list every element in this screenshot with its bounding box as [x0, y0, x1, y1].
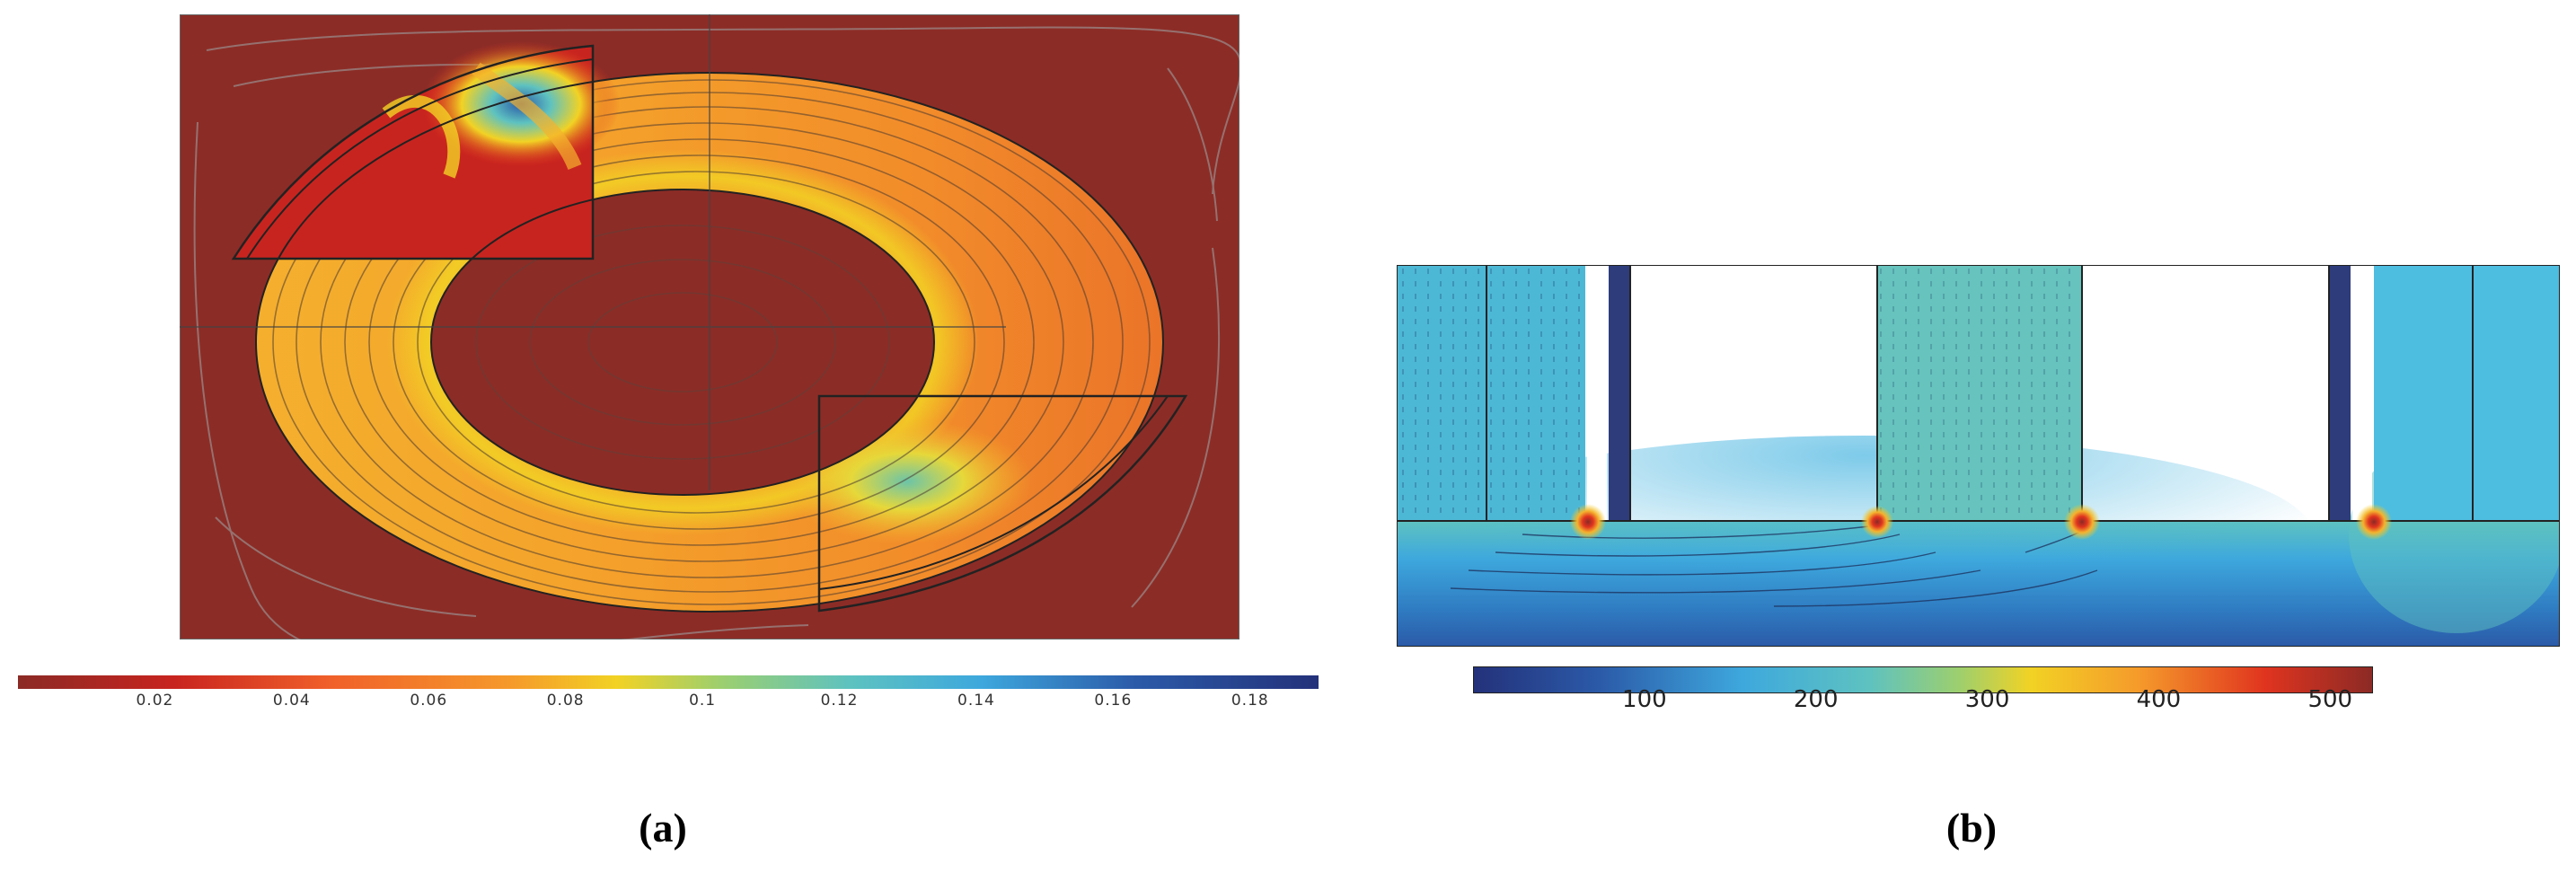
hotspot-lower-right [781, 419, 1033, 544]
colorbar-b [1473, 666, 2373, 693]
ring-inner-outline [430, 189, 935, 496]
colorbar-a-tick-label: 0.06 [410, 692, 448, 710]
right-column [2374, 265, 2560, 521]
colorbar-a [18, 675, 1319, 689]
colorbar-b-tick-label: 100 [1622, 686, 1667, 713]
colorbar-a-tick-label: 0.02 [136, 692, 174, 710]
colorbar-a-tick-label: 0.04 [272, 692, 311, 710]
colorbar-a-tick-label: 0.1 [689, 692, 717, 710]
colorbar-b-tick-label: 300 [1964, 686, 2010, 713]
caption-a: (a) [639, 805, 687, 851]
field-peak-4 [2356, 504, 2392, 540]
colorbar-a-tick-label: 0.18 [1231, 692, 1269, 710]
field-peak-1 [1570, 504, 1606, 540]
left-gap [1587, 265, 1607, 521]
colorbar-a-tick-label: 0.14 [957, 692, 995, 710]
right-gap [2352, 265, 2372, 521]
torus-field-plot [180, 14, 1239, 639]
field-peak-3 [2064, 504, 2100, 540]
slot-field-plot [1397, 265, 2560, 647]
ring-streamlines [272, 79, 1151, 605]
field-peak-2 [1861, 506, 1893, 538]
colorbar-b-tick-label: 200 [1793, 686, 1839, 713]
caption-b: (b) [1945, 805, 1998, 851]
hole-streamlines [475, 225, 890, 460]
lower-right-sector-outline [817, 394, 1188, 613]
colorbar-a-tick-label: 0.08 [546, 692, 585, 710]
left-electrode [1609, 265, 1630, 521]
upper-sector-outline [231, 44, 595, 260]
colorbar-a-tick-label: 0.12 [820, 692, 859, 710]
right-electrode [2329, 265, 2351, 521]
colorbar-a-tick-label: 0.16 [1094, 692, 1133, 710]
axis-lines [180, 14, 1006, 490]
colorbar-b-tick-label: 500 [2307, 686, 2353, 713]
colorbar-b-tick-label: 400 [2136, 686, 2182, 713]
